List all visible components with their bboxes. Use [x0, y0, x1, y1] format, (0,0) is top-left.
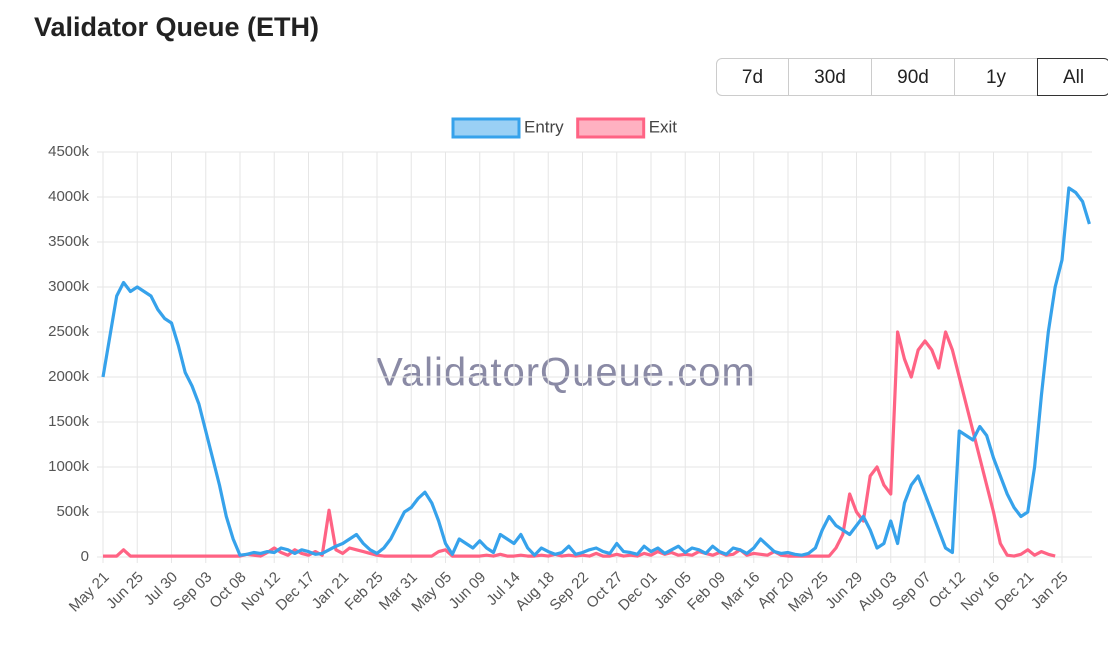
- y-tick-label: 2500k: [48, 323, 89, 340]
- y-tick-label: 1500k: [48, 413, 89, 430]
- y-tick-label: 500k: [56, 503, 89, 520]
- chart-title: Validator Queue (ETH): [34, 12, 319, 42]
- x-tick-label: Mar 16: [718, 569, 763, 614]
- legend-swatch: [451, 117, 521, 139]
- x-tick-label: Jun 25: [103, 569, 147, 613]
- legend-label: Entry: [524, 117, 564, 136]
- x-tick-label: Sep 22: [546, 569, 592, 615]
- range-buttons: 7d 30d 90d 1y All: [716, 58, 1108, 96]
- y-tick-label: 3000k: [48, 278, 89, 295]
- range-button[interactable]: 7d: [716, 58, 789, 96]
- x-tick-label: Sep 03: [170, 569, 216, 615]
- y-tick-label: 0: [81, 548, 89, 565]
- y-tick-label: 1000k: [48, 458, 89, 475]
- range-button[interactable]: All: [1037, 58, 1108, 96]
- legend-item: Exit: [576, 117, 678, 139]
- range-button[interactable]: 30d: [788, 58, 872, 96]
- y-tick-label: 4500k: [48, 143, 89, 160]
- y-tick-label: 3500k: [48, 233, 89, 250]
- range-button[interactable]: 1y: [954, 58, 1038, 96]
- range-button[interactable]: 90d: [871, 58, 955, 96]
- watermark: ValidatorQueue.com: [376, 351, 756, 395]
- legend-item: Entry: [451, 117, 564, 139]
- x-tick-label: Jan 25: [1028, 569, 1072, 613]
- y-tick-label: 2000k: [48, 368, 89, 385]
- x-tick-label: Dec 17: [273, 569, 319, 615]
- x-tick-label: May 21: [66, 569, 113, 616]
- series-line: [103, 330, 1056, 558]
- x-tick-label: Jun 09: [446, 569, 490, 613]
- series-line: [101, 186, 1091, 557]
- y-tick-label: 4000k: [48, 188, 89, 205]
- legend-label: Exit: [649, 117, 678, 136]
- x-tick-label: Dec 01: [615, 569, 661, 615]
- x-tick-label: Dec 21: [992, 569, 1038, 615]
- x-tick-label: Sep 07: [889, 569, 935, 615]
- legend-swatch: [576, 117, 646, 139]
- grid: [97, 151, 1092, 563]
